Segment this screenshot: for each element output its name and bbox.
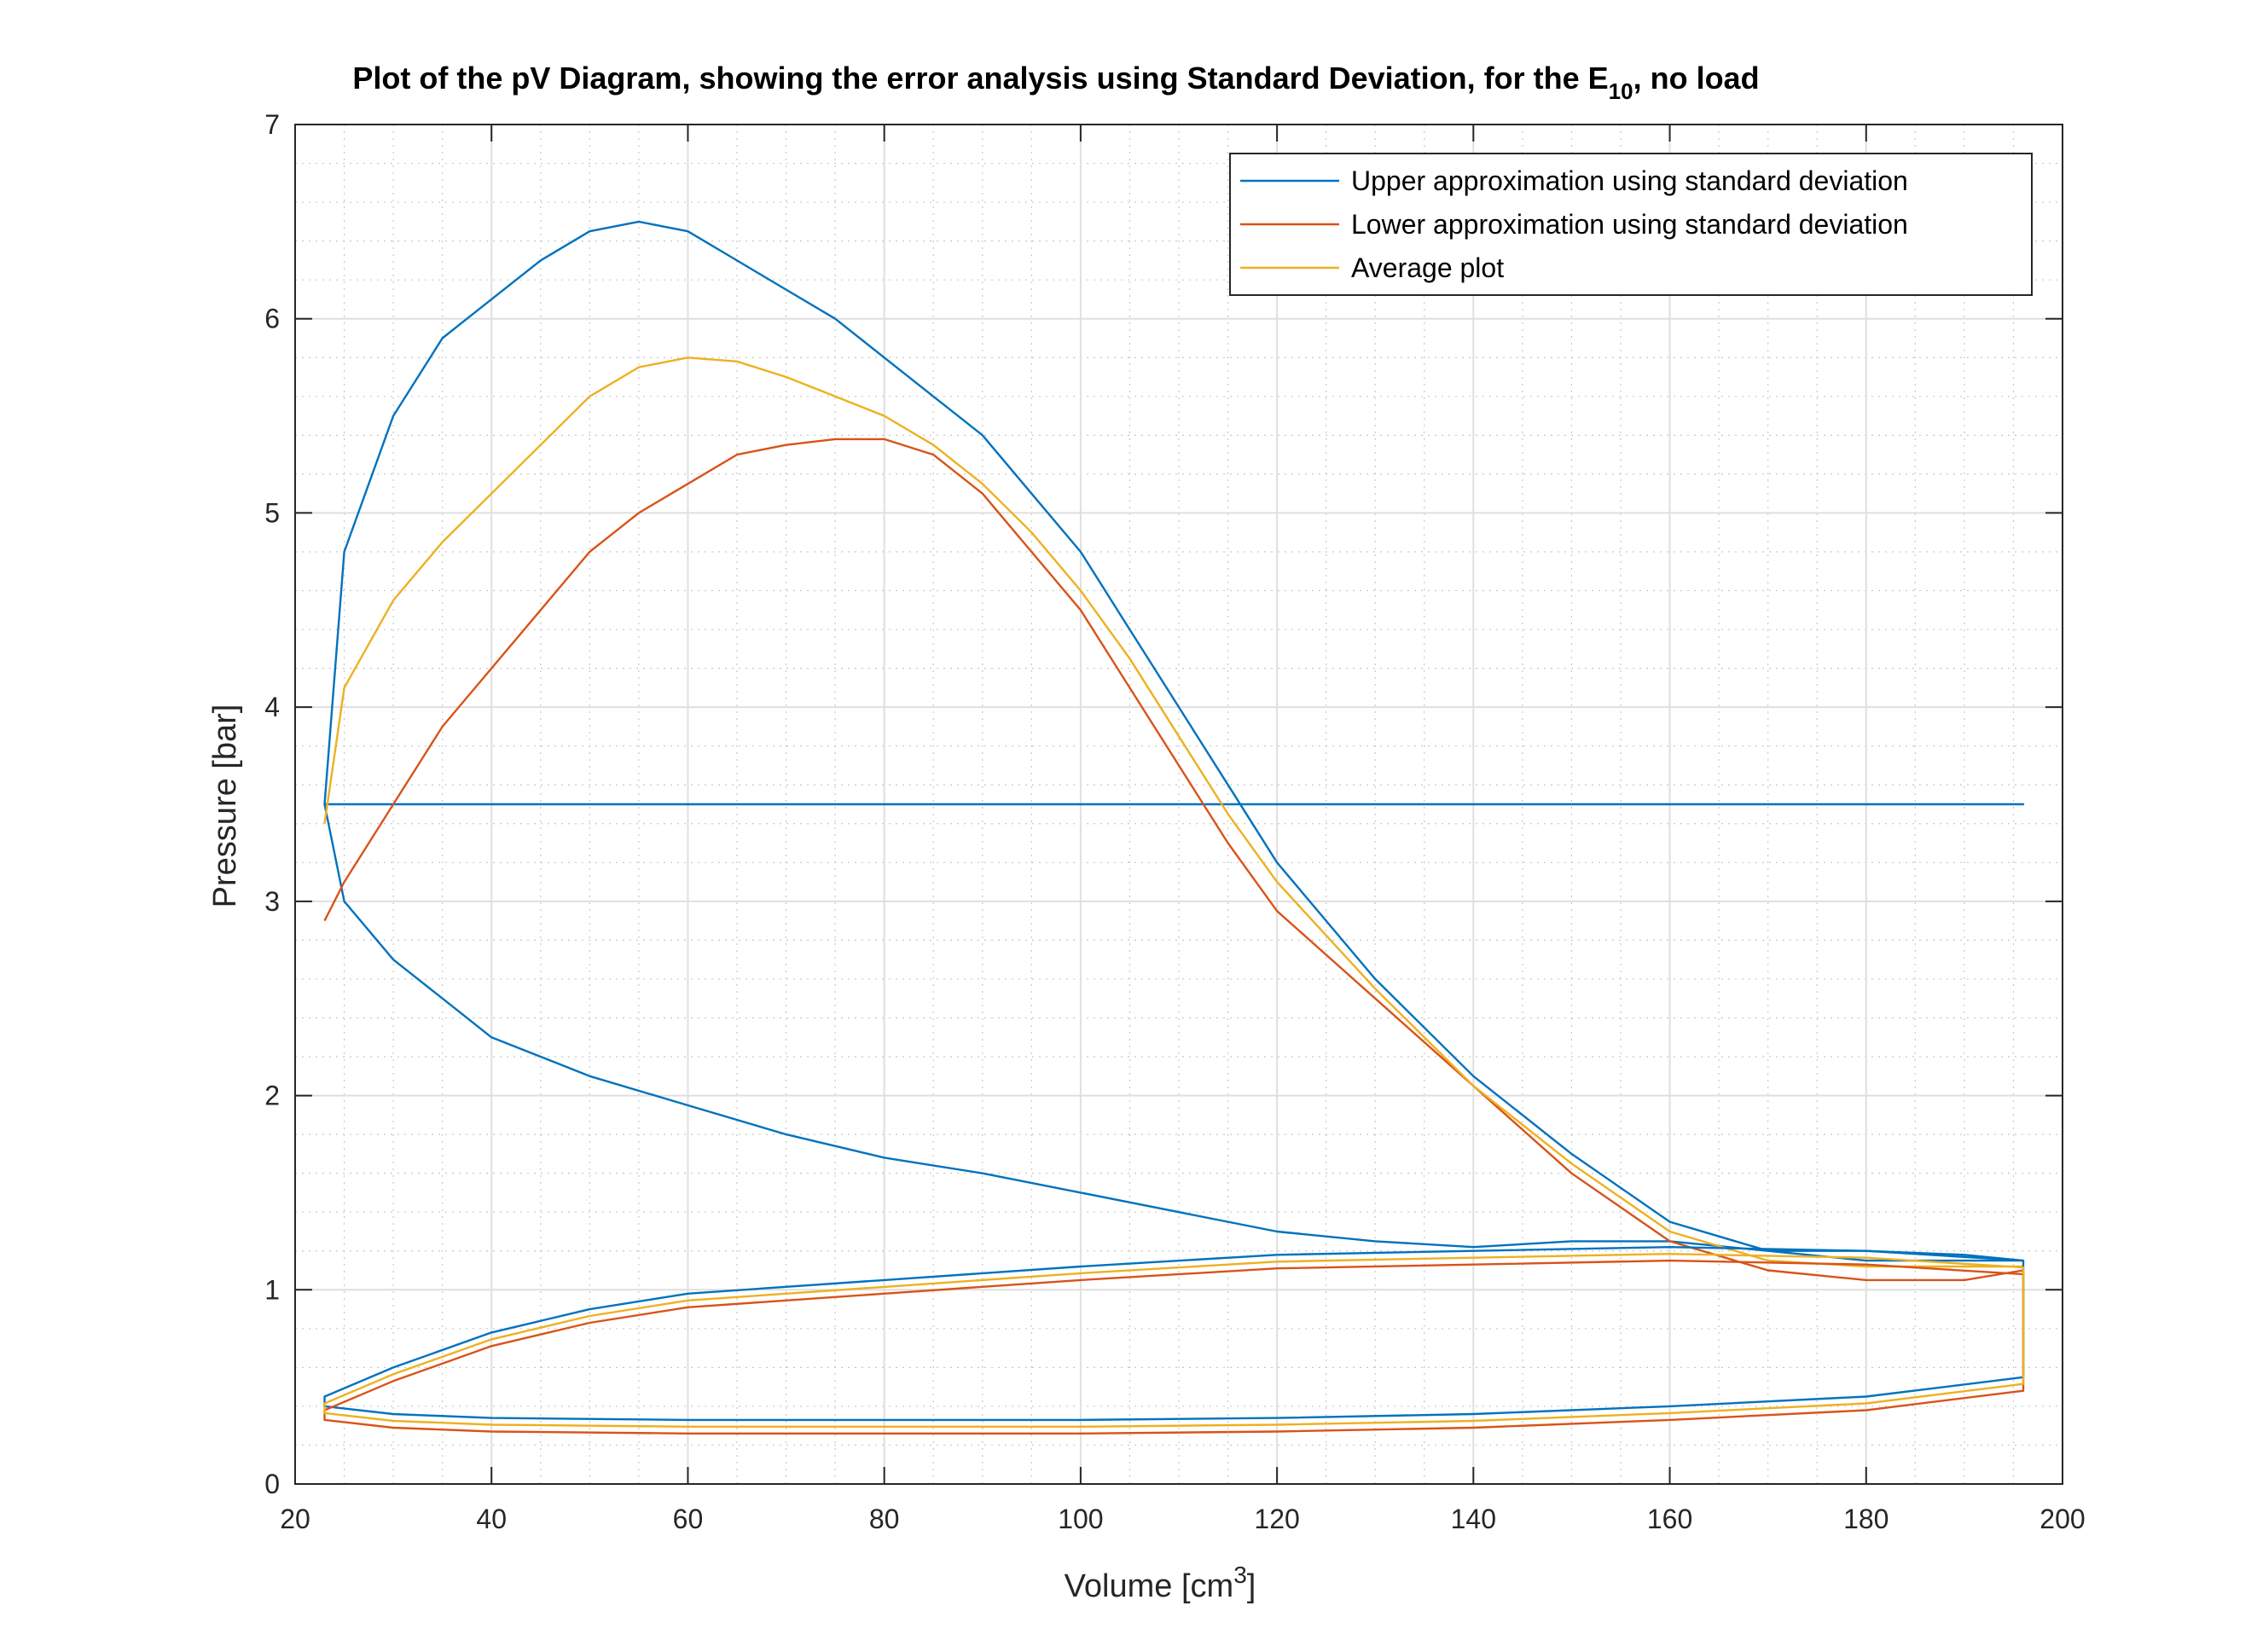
chart-title-subscript: 10 xyxy=(1609,78,1633,104)
legend-entry-2: Lower approximation using standard devia… xyxy=(1351,209,1908,240)
chart-title-suffix: , no load xyxy=(1633,61,1760,96)
minor-grid xyxy=(295,125,2063,1484)
legend-box xyxy=(1229,153,2033,296)
y-tick-label: 5 xyxy=(264,497,280,528)
y-tick-label: 0 xyxy=(264,1469,280,1499)
x-tick-label: 100 xyxy=(1058,1504,1103,1534)
y-tick-label: 1 xyxy=(264,1274,280,1305)
y-tick-label: 3 xyxy=(264,886,280,917)
series-lower-loop-3 xyxy=(323,1253,2025,1428)
y-tick-label: 6 xyxy=(264,304,280,334)
y-axis-label: Pressure [bar] xyxy=(207,704,243,908)
axis-ticks: 20 40 60 80 100 120 140 160 180 200 0 1 2 3 4 5 6 7 xyxy=(264,109,2085,1534)
x-axis-label-superscript: 3 xyxy=(1233,1562,1247,1588)
x-tick-label: 160 xyxy=(1647,1504,1692,1534)
series-layer xyxy=(323,220,2025,1435)
x-tick-label: 180 xyxy=(1843,1504,1889,1534)
x-tick-label: 60 xyxy=(673,1504,704,1534)
legend: Upper approximation using standard devia… xyxy=(1229,153,2033,296)
x-tick-label: 140 xyxy=(1451,1504,1496,1534)
series-line-1 xyxy=(323,220,2025,1262)
y-tick-label: 2 xyxy=(264,1081,280,1111)
axes-box xyxy=(294,124,2063,1485)
x-tick-label: 20 xyxy=(280,1504,310,1534)
x-tick-label: 40 xyxy=(476,1504,507,1534)
series-line-2 xyxy=(323,438,2024,1282)
chart-title: Plot of the pV Diagram, showing the erro… xyxy=(352,61,1759,104)
x-tick-label: 200 xyxy=(2039,1504,2085,1534)
x-tick-label: 80 xyxy=(869,1504,900,1534)
legend-entry-1: Upper approximation using standard devia… xyxy=(1351,165,1908,196)
y-tick-label: 4 xyxy=(264,692,280,722)
x-axis-label-suffix: ] xyxy=(1247,1568,1256,1604)
legend-entry-3: Average plot xyxy=(1351,252,1504,283)
plot-area: 20 40 60 80 100 120 140 160 180 200 0 1 2 3 4 5 6 7 xyxy=(264,109,2085,1534)
y-tick-label: 7 xyxy=(264,109,280,140)
series-line-3 xyxy=(323,356,2023,1268)
x-axis-label: Volume [cm3] xyxy=(1065,1562,1256,1604)
x-tick-label: 120 xyxy=(1254,1504,1299,1534)
